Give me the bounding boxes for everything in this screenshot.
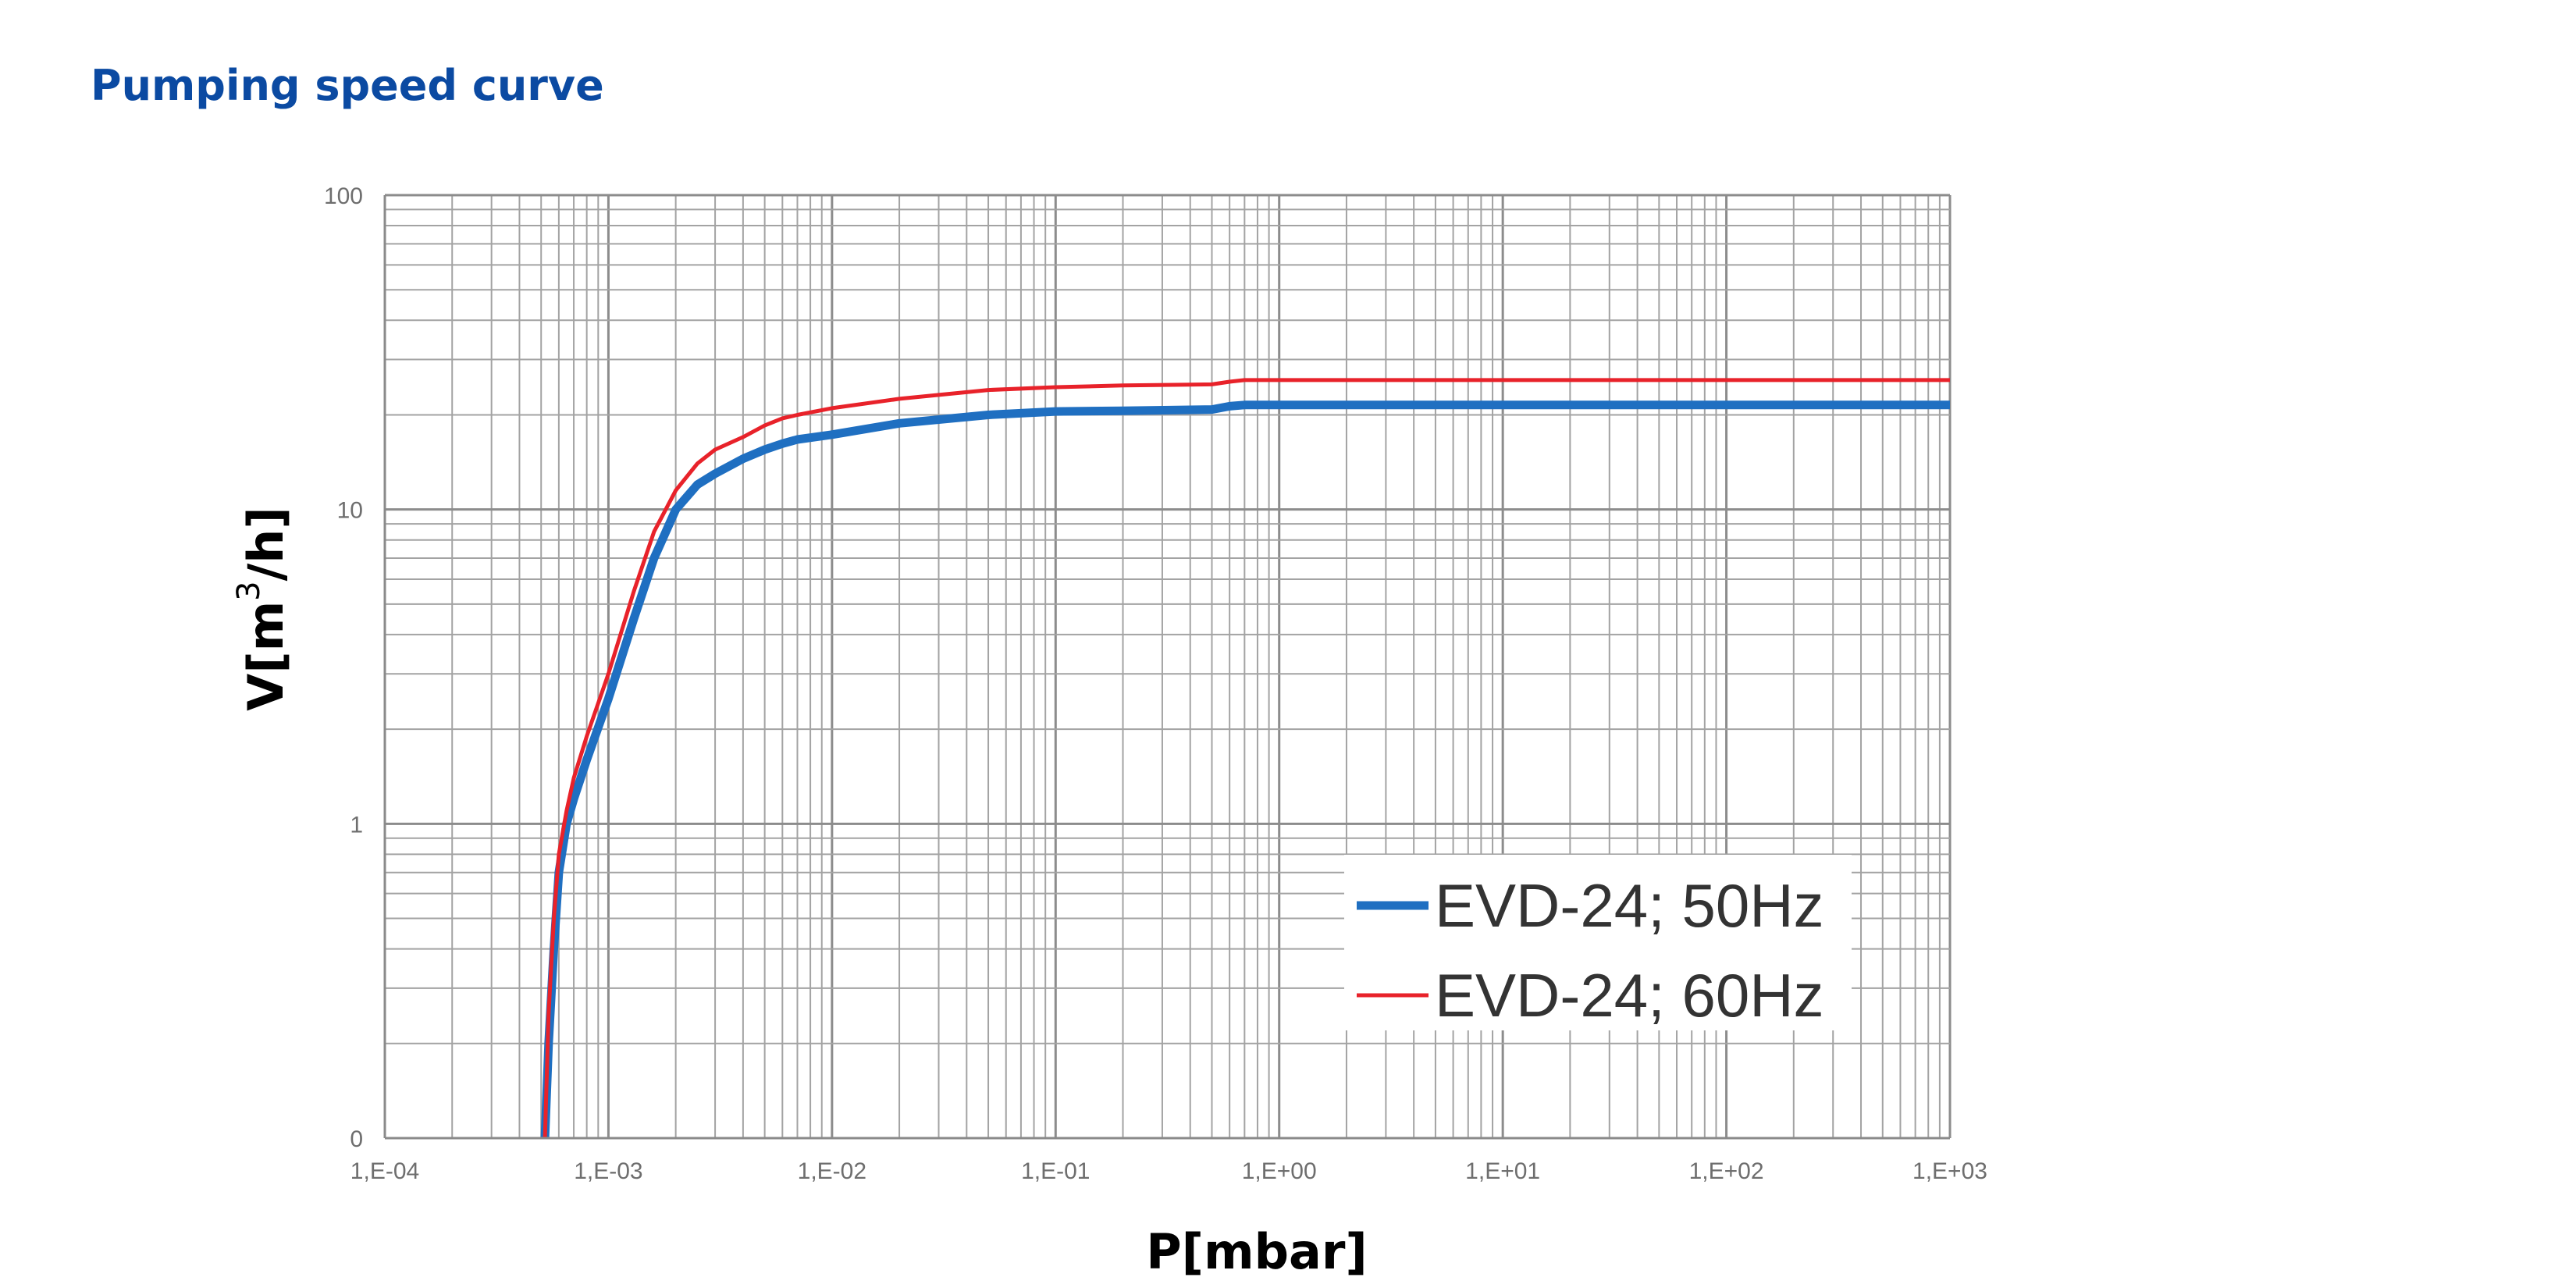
x-tick-label: 1,E-03 xyxy=(574,1158,642,1184)
legend-label-50hz: EVD-24; 50Hz xyxy=(1435,871,1824,940)
y-tick-label: 10 xyxy=(337,498,363,524)
x-tick-label: 1,E-01 xyxy=(1021,1158,1090,1184)
x-tick-label: 1,E-02 xyxy=(798,1158,866,1184)
x-axis-title: P[mbar] xyxy=(1146,1223,1368,1280)
x-tick-label: 1,E-04 xyxy=(350,1158,419,1184)
tick-labels: 1,E-04 1,E-03 1,E-02 1,E-01 1,E+00 1,E+01 1,E+… xyxy=(324,183,1987,1184)
legend-label-60hz: EVD-24; 60Hz xyxy=(1435,961,1824,1030)
axes xyxy=(383,195,1950,1140)
y-axis-title-tail: /h] xyxy=(237,507,294,581)
x-tick-label: 1,E+01 xyxy=(1465,1158,1540,1184)
x-tick-label: 1,E+03 xyxy=(1912,1158,1987,1184)
y-tick-label: 0 xyxy=(350,1126,363,1152)
legend-box xyxy=(1344,855,1852,1030)
series-line-60hz xyxy=(543,378,1950,1139)
x-tick-label: 1,E+02 xyxy=(1689,1158,1764,1184)
series-lines xyxy=(540,378,1950,1139)
y-tick-label: 1 xyxy=(350,812,363,838)
y-axis-title-main: V[m xyxy=(237,601,294,711)
y-axis-title: V[m3/h] xyxy=(231,507,294,711)
legend: EVD-24; 50Hz EVD-24; 60Hz xyxy=(1344,855,1852,1030)
y-axis-title-superscript: 3 xyxy=(231,581,267,600)
x-tick-label: 1,E+00 xyxy=(1242,1158,1317,1184)
series-line-50hz xyxy=(540,400,1950,1139)
grid xyxy=(383,194,1952,1140)
y-tick-label: 100 xyxy=(324,183,363,209)
page-title: Pumping speed curve xyxy=(91,61,604,110)
svg-text:V[m3/h]: V[m3/h] xyxy=(231,507,294,711)
